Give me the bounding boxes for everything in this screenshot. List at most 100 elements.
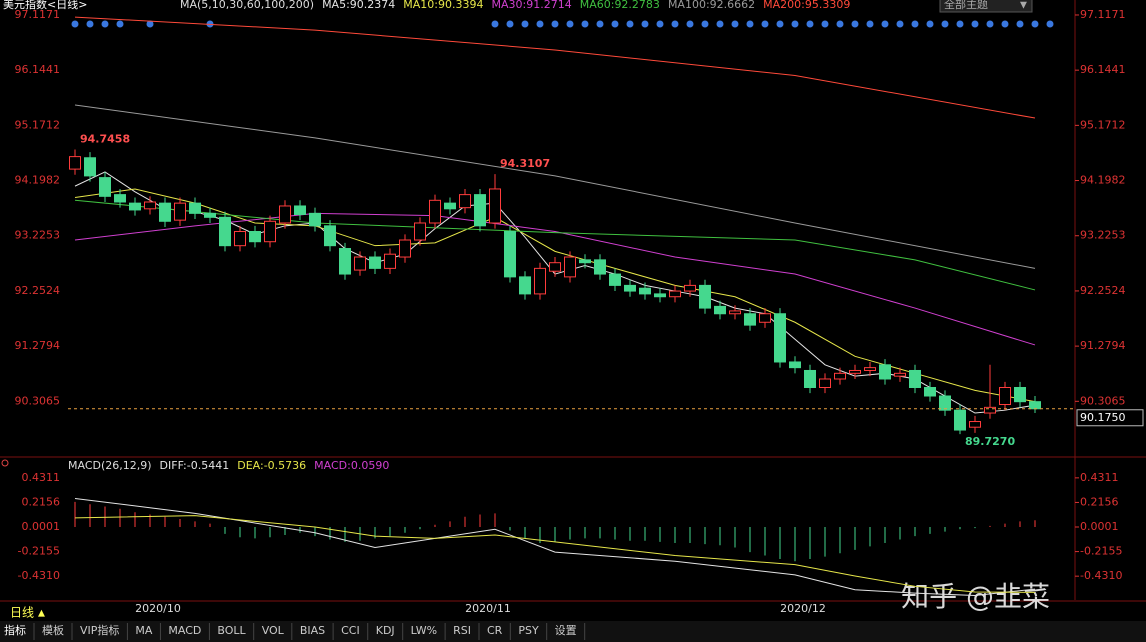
candle-body bbox=[879, 364, 891, 380]
candle-body bbox=[999, 386, 1011, 406]
event-dot bbox=[581, 20, 589, 28]
event-dot bbox=[941, 20, 949, 28]
x-tick-label: 2020/11 bbox=[465, 602, 511, 615]
candle-body bbox=[279, 205, 291, 224]
candle-body bbox=[384, 253, 396, 269]
toolbar-tab[interactable]: MA bbox=[135, 624, 152, 637]
toolbar-tab[interactable]: 指标 bbox=[4, 623, 26, 637]
candle-body bbox=[849, 369, 861, 374]
toolbar-tab[interactable]: RSI bbox=[453, 624, 471, 637]
candle-body bbox=[339, 248, 351, 275]
candle-body bbox=[174, 202, 186, 221]
candle-body bbox=[219, 216, 231, 247]
toolbar-tab[interactable]: VOL bbox=[262, 624, 285, 637]
candle-body bbox=[744, 313, 756, 326]
y-tick-label: -0.4310 bbox=[1080, 569, 1122, 582]
event-dot bbox=[851, 20, 859, 28]
toolbar-tab[interactable]: 模板 bbox=[42, 623, 64, 637]
toolbar-tab[interactable]: LW% bbox=[411, 624, 437, 637]
candle-body bbox=[489, 188, 501, 224]
y-tick-label: 0.4311 bbox=[1080, 471, 1119, 484]
candle-body bbox=[579, 259, 591, 264]
dropdown-icon: ▼ bbox=[1020, 1, 1027, 11]
candle-body bbox=[264, 220, 276, 243]
candle-body bbox=[399, 239, 411, 258]
candle-body bbox=[609, 273, 621, 286]
candle-body bbox=[774, 313, 786, 363]
toolbar bbox=[0, 621, 1146, 642]
y-tick-label: 94.1982 bbox=[1080, 174, 1126, 187]
toolbar-tab[interactable]: KDJ bbox=[376, 624, 395, 637]
legend-entry: MA30:91.2714 bbox=[492, 0, 572, 11]
chart-title: 美元指数<日线> bbox=[3, 0, 87, 11]
legend-entry: MA100:92.6662 bbox=[668, 0, 755, 11]
candle-body bbox=[129, 202, 141, 211]
y-tick-label: 0.0001 bbox=[22, 520, 61, 533]
candle-body bbox=[864, 367, 876, 371]
event-markers bbox=[71, 20, 1054, 28]
candle-body bbox=[714, 305, 726, 315]
legend-entry: MA10:90.3394 bbox=[403, 0, 483, 11]
toolbar-tab[interactable]: MACD bbox=[168, 624, 201, 637]
candle-body bbox=[114, 194, 126, 203]
candle-body bbox=[909, 369, 921, 388]
event-dot bbox=[701, 20, 709, 28]
candle-body bbox=[564, 256, 576, 278]
y-tick-label: 97.1171 bbox=[15, 8, 61, 21]
y-tick-label: 95.1712 bbox=[1080, 118, 1126, 131]
candle-body bbox=[144, 201, 156, 210]
last-price-box bbox=[1076, 409, 1144, 427]
candle-body bbox=[369, 256, 381, 269]
candle-body bbox=[894, 372, 906, 377]
toolbar-tab[interactable]: BIAS bbox=[300, 624, 325, 637]
event-dot bbox=[911, 20, 919, 28]
candle-body bbox=[669, 290, 681, 298]
toolbar-tab[interactable]: PSY bbox=[518, 624, 539, 637]
legend-entry: DIFF:-0.5441 bbox=[160, 459, 230, 472]
event-dot bbox=[971, 20, 979, 28]
toolbar-tab[interactable]: BOLL bbox=[217, 624, 246, 637]
theme-select[interactable] bbox=[939, 0, 1033, 13]
candle-body bbox=[804, 369, 816, 388]
event-dot bbox=[866, 20, 874, 28]
event-dot bbox=[86, 20, 94, 28]
line-series bbox=[74, 498, 1036, 596]
candle-body bbox=[834, 372, 846, 380]
event-dot bbox=[116, 20, 124, 28]
toolbar-tab[interactable]: VIP指标 bbox=[80, 623, 119, 637]
line-series bbox=[74, 515, 1036, 593]
event-dot bbox=[1031, 20, 1039, 28]
candle-body bbox=[594, 259, 606, 275]
y-tick-label: 95.1712 bbox=[15, 118, 61, 131]
candle-body bbox=[654, 293, 666, 298]
toolbar-tab[interactable]: CR bbox=[487, 624, 503, 637]
candle-body bbox=[789, 361, 801, 369]
legend-entry: MA5:90.2374 bbox=[322, 0, 395, 11]
event-dot bbox=[791, 20, 799, 28]
y-tick-label: 91.2794 bbox=[1080, 339, 1126, 352]
candle-body bbox=[639, 287, 651, 295]
event-dot bbox=[956, 20, 964, 28]
candle-body bbox=[309, 212, 321, 227]
extreme-label: 94.7458 bbox=[80, 132, 130, 145]
y-tick-label: 96.1441 bbox=[15, 63, 61, 76]
toolbar-tab[interactable]: CCI bbox=[341, 624, 360, 637]
y-tick-label: 93.2253 bbox=[15, 229, 61, 242]
extreme-label: 94.3107 bbox=[500, 157, 550, 170]
candle-body bbox=[249, 231, 261, 243]
y-tick-label: 91.2794 bbox=[15, 339, 61, 352]
candle-body bbox=[189, 202, 201, 214]
toolbar-tab[interactable]: 设置 bbox=[555, 624, 577, 637]
theme-label[interactable]: 全部主题 bbox=[944, 0, 988, 11]
legend-entry: MACD:0.0590 bbox=[314, 459, 389, 472]
event-dot bbox=[1016, 20, 1024, 28]
panel-icon bbox=[1, 459, 9, 467]
candle-body bbox=[969, 421, 981, 428]
candle-body bbox=[69, 156, 81, 170]
event-dot bbox=[71, 20, 79, 28]
candle-body bbox=[159, 202, 171, 222]
period-label[interactable]: 日线 bbox=[10, 606, 34, 620]
event-dot bbox=[656, 20, 664, 28]
